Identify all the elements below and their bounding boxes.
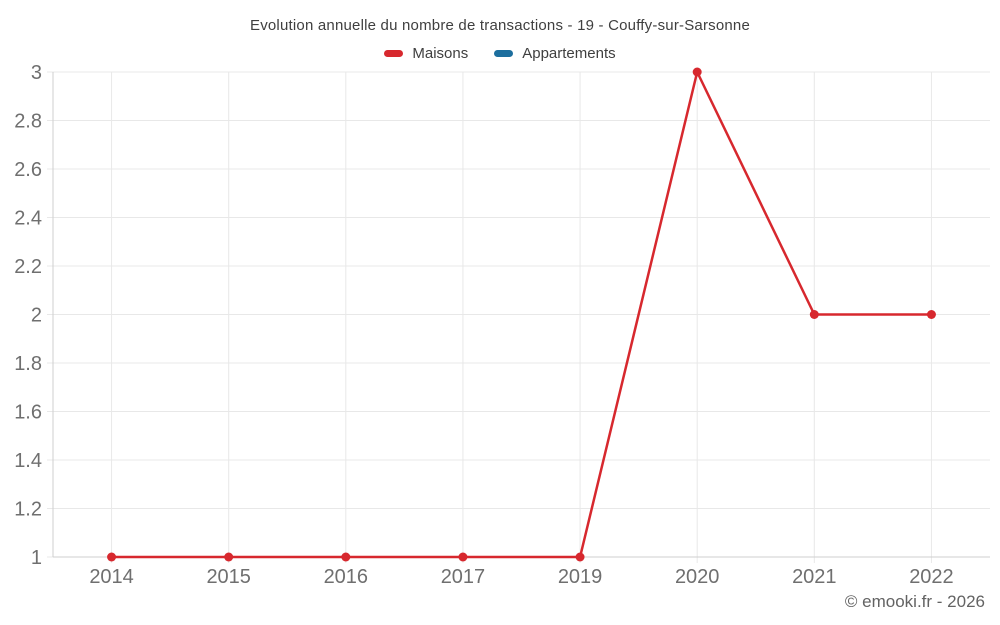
y-tick-label: 2.6 [14, 159, 42, 181]
legend: Maisons Appartements [0, 45, 1000, 62]
x-tick-label: 2021 [792, 566, 837, 588]
y-tick-label: 1.6 [14, 402, 42, 424]
x-tick-label: 2017 [441, 566, 486, 588]
y-tick-label: 2.4 [14, 208, 42, 230]
y-tick-label: 2.8 [14, 111, 42, 133]
data-point[interactable] [224, 552, 234, 562]
legend-label-maisons: Maisons [412, 45, 469, 62]
data-point[interactable] [926, 310, 936, 319]
data-point[interactable] [458, 552, 468, 562]
y-tick-label: 3 [31, 62, 42, 84]
data-point[interactable] [107, 552, 117, 562]
data-point[interactable] [575, 552, 585, 562]
legend-label-appartements: Appartements [522, 45, 616, 62]
x-tick-label: 2022 [909, 566, 954, 588]
y-tick-label: 1.2 [14, 499, 42, 521]
series-line-maisons [110, 70, 933, 559]
y-tick-label: 2 [31, 305, 42, 327]
data-point[interactable] [809, 310, 819, 319]
y-tick-label: 2.2 [14, 256, 42, 278]
data-point[interactable] [341, 552, 351, 562]
x-tick-label: 2020 [675, 566, 720, 588]
y-tick-label: 1.4 [14, 450, 42, 472]
appartements-swatch-icon [494, 50, 514, 57]
chart-title: Evolution annuelle du nombre de transact… [249, 17, 751, 34]
maisons-swatch-icon [384, 50, 404, 57]
x-tick-label: 2015 [206, 566, 251, 588]
legend-item-maisons[interactable]: Maisons [384, 45, 468, 62]
legend-item-appartements[interactable]: Appartements [494, 45, 616, 62]
data-point[interactable] [692, 67, 702, 77]
copyright-credit: © emooki.fr - 2026 [844, 592, 985, 611]
y-tick-label: 1.8 [14, 353, 42, 375]
x-tick-label: 2019 [558, 566, 603, 588]
x-tick-label: 2014 [89, 566, 134, 588]
y-tick-label: 1 [31, 547, 42, 569]
x-tick-label: 2016 [324, 566, 369, 588]
